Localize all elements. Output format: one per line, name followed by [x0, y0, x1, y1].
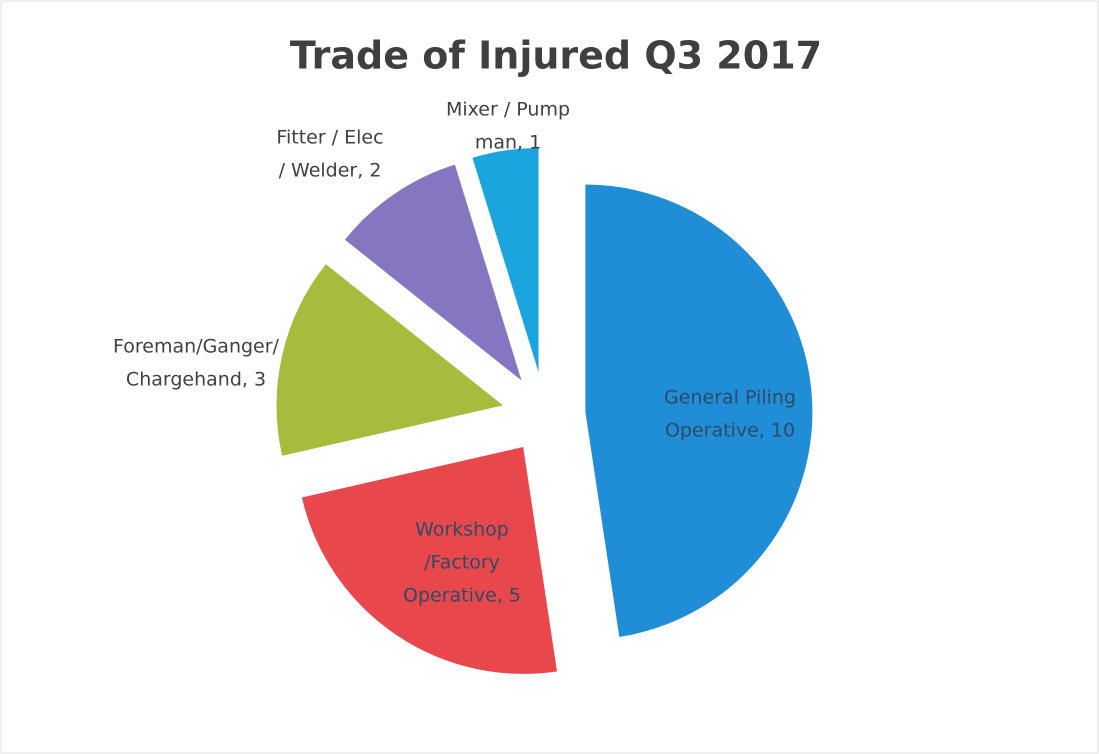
- data-label: Operative, 5: [403, 585, 521, 607]
- pie-slice: [300, 445, 559, 675]
- pie-slice: [343, 163, 524, 384]
- data-label: / Welder, 2: [279, 160, 382, 182]
- pie-slice: [471, 146, 540, 376]
- data-label: Operative, 10: [665, 420, 795, 442]
- pie-slice: [275, 262, 506, 457]
- data-label: Chargehand, 3: [126, 369, 266, 391]
- data-label: man, 1: [475, 132, 541, 154]
- data-label: General Piling: [664, 387, 796, 409]
- data-label: Workshop: [415, 519, 509, 541]
- pie-slice: [584, 183, 814, 639]
- data-label: Mixer / Pump: [446, 99, 570, 121]
- data-label: Fitter / Elec: [276, 127, 383, 149]
- data-label: Foreman/Ganger/: [113, 336, 280, 358]
- data-label: /Factory: [424, 552, 500, 574]
- chart-title: Trade of Injured Q3 2017: [290, 34, 822, 78]
